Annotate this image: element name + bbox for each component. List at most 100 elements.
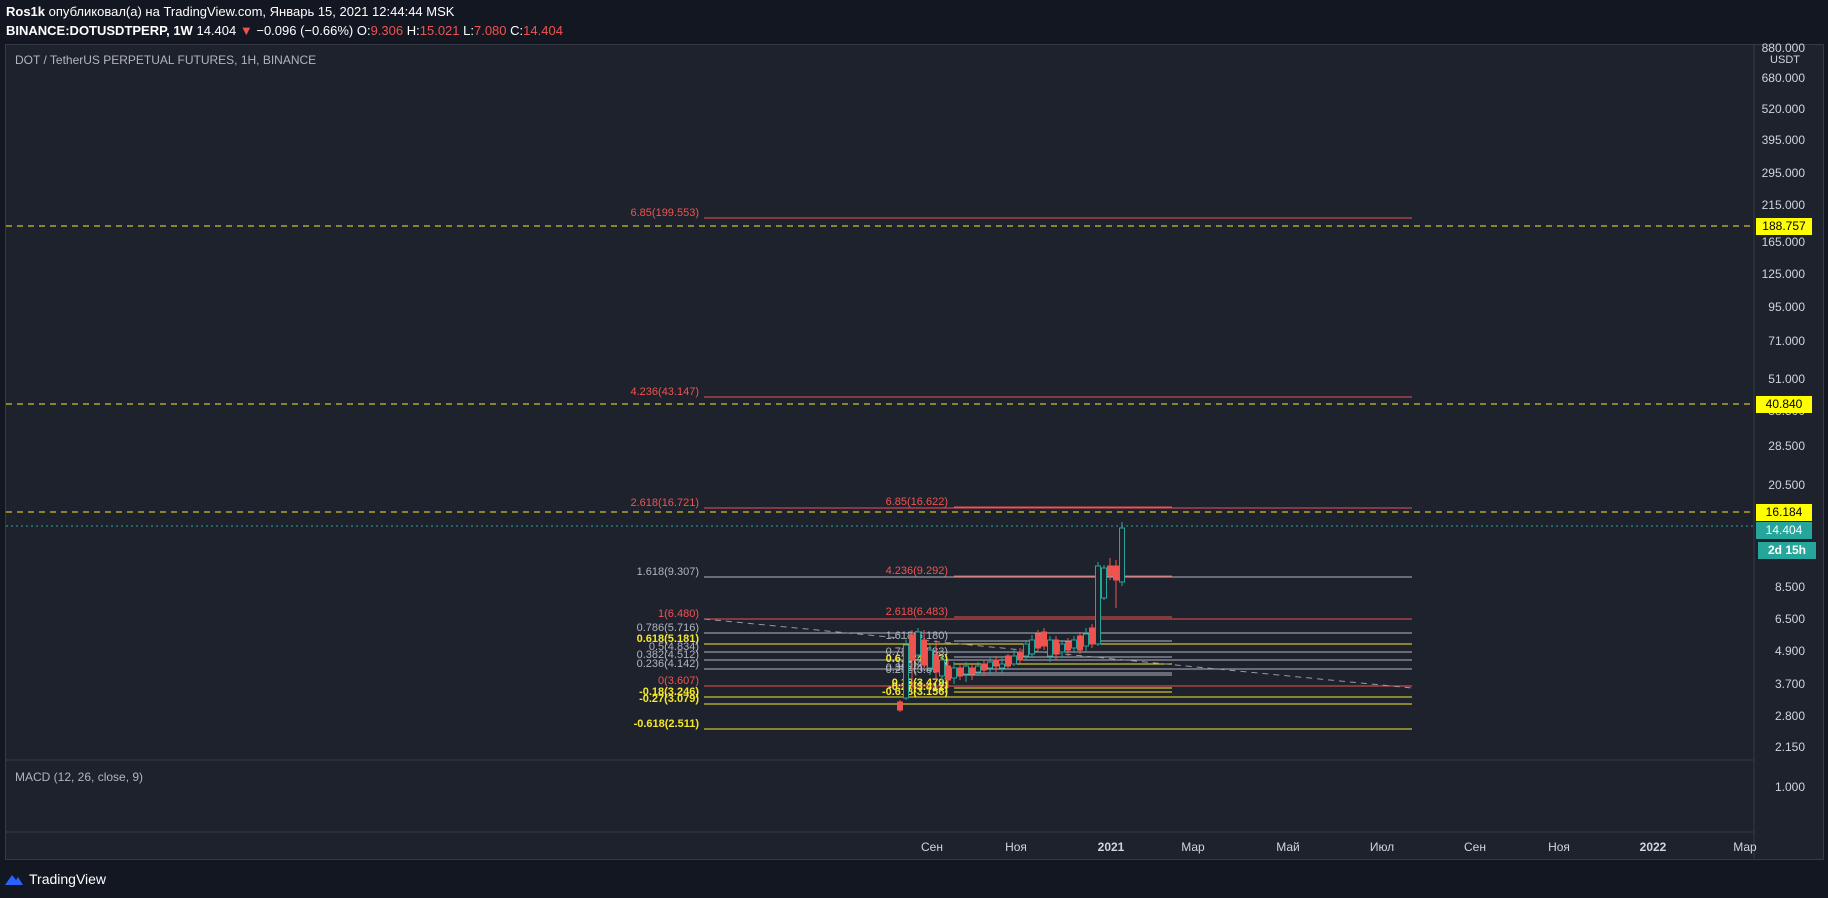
time-tick-label: 2022 [1640,840,1667,854]
fib-level-label: -0.27(3.079) [639,693,699,705]
last-price: 14.404 [196,23,237,38]
price-badge [1756,504,1812,521]
time-tick-label: Сен [1464,840,1486,854]
price-change: −0.096 (−0.66%) [256,23,354,38]
fib-level-label: 4.236(43.147) [631,386,700,398]
candle-body [1101,567,1107,599]
candle-body [969,667,975,675]
fib-level-label: -0.18(3.246) [639,686,699,698]
price-tick-label: 20.500 [1768,478,1805,492]
axis-unit: USDT [1770,54,1800,66]
price-tick-label: 295.000 [1762,166,1806,180]
candle-body [1023,643,1029,657]
fib-level-label: 0.236(4.142) [637,658,699,670]
price-tick-label: 2.800 [1775,709,1805,723]
price-tick-label: 215.000 [1762,198,1806,212]
time-tick-label: Май [1276,840,1300,854]
candle-body [951,667,957,679]
candle-body [927,649,933,669]
fib-level-label: 0.618(5.181) [637,633,700,645]
symbol-label: BINANCE:DOTUSDTPERP, 1W [6,23,193,38]
fib-level-label: -0.618(2.511) [634,718,700,730]
price-badge-label: 2d 15h [1768,543,1806,557]
brand-name[interactable]: TradingView [29,871,107,887]
time-tick-label: Мар [1181,840,1205,854]
fib-level-label: 0.786(5.716) [637,622,699,634]
close-value: 14.404 [523,23,563,38]
candle-body [981,663,987,671]
time-tick-label: Июл [1370,840,1394,854]
candle-body [921,639,927,666]
candle-body [1113,565,1119,581]
price-tick-label: 71.000 [1768,334,1805,348]
price-tick-label: 51.000 [1768,372,1805,386]
candle-body [909,634,915,661]
candle-body [987,661,993,669]
price-tick-label: 165.000 [1762,235,1806,249]
fib-level-label-small: 4.236(9.292) [886,565,948,577]
footer: TradingView [5,868,106,890]
price-tick-label: 28.500 [1768,439,1805,453]
publish-line: Ros1k опубликовал(а) на TradingView.com,… [6,3,563,20]
candle-body [1095,565,1101,645]
macd-tick-label: 1.000 [1775,780,1805,794]
candle-body [945,665,951,681]
time-tick-label: Сен [921,840,943,854]
candle-body [957,667,963,677]
time-tick-label: Ноя [1548,840,1570,854]
price-tick-label: 125.000 [1762,267,1806,281]
time-tick-label: 2021 [1098,840,1125,854]
fib-level-label: 6.85(199.553) [631,207,700,219]
candle-body [999,663,1005,669]
high-label: H: [406,23,420,38]
candle-body [1011,655,1017,665]
quote-line: BINANCE:DOTUSDTPERP, 1W 14.404 ▼ −0.096 … [6,22,563,39]
candle-body [1041,631,1047,647]
price-tick-label: 2.150 [1775,740,1805,754]
candle-body [963,665,969,675]
fib-level-label: 1(6.480) [658,608,699,620]
fib-level-label-small: 2.618(6.483) [886,606,948,618]
price-tick-label: 880.000 [1762,41,1806,55]
candle-body [1035,633,1041,649]
fib-level-label: 0.382(4.512) [637,649,699,661]
candle-body [1059,643,1065,653]
candle-body [1071,639,1077,649]
candle-body [897,701,903,711]
fib-level-label: 1.618(9.307) [637,566,699,578]
fib-level-label: 0(3.607) [658,675,699,687]
candle-body [1089,627,1095,645]
candle-body [1065,641,1071,651]
price-badge [1756,522,1812,539]
fib-level-label-small: 6.85(16.622) [886,496,948,508]
candle-body [1017,651,1023,661]
price-tick-label: 520.000 [1762,102,1806,116]
fib-level-label: 0.5(4.834) [649,641,699,653]
price-badge [1756,396,1812,413]
chart-header: Ros1k опубликовал(а) на TradingView.com,… [6,3,563,39]
candle-body [1107,565,1113,577]
macd-label: MACD (12, 26, close, 9) [15,770,143,784]
price-badge-label: 16.184 [1766,505,1803,519]
candle-body [1053,639,1059,655]
publish-info: опубликовал(а) на TradingView.com, Январ… [48,4,455,19]
low-label: L: [463,23,474,38]
time-tick-label: Ноя [1005,840,1027,854]
candle-body [933,654,939,673]
candle-body [1083,633,1089,647]
low-value: 7.080 [473,23,507,38]
time-tick-label: Мар [1733,840,1757,854]
price-badge [1756,218,1812,235]
price-badge-label: 14.404 [1766,523,1803,537]
candle-body [1029,639,1035,655]
price-badge-label: 188.757 [1762,219,1806,233]
close-label: C: [510,23,524,38]
open-label: O: [356,23,371,38]
chart-frame[interactable] [5,44,1824,860]
change-arrow-icon: ▼ [239,23,253,38]
candle-body [915,631,921,656]
high-value: 15.021 [419,23,460,38]
candle-body [939,659,945,677]
author-name[interactable]: Ros1k [6,4,46,19]
